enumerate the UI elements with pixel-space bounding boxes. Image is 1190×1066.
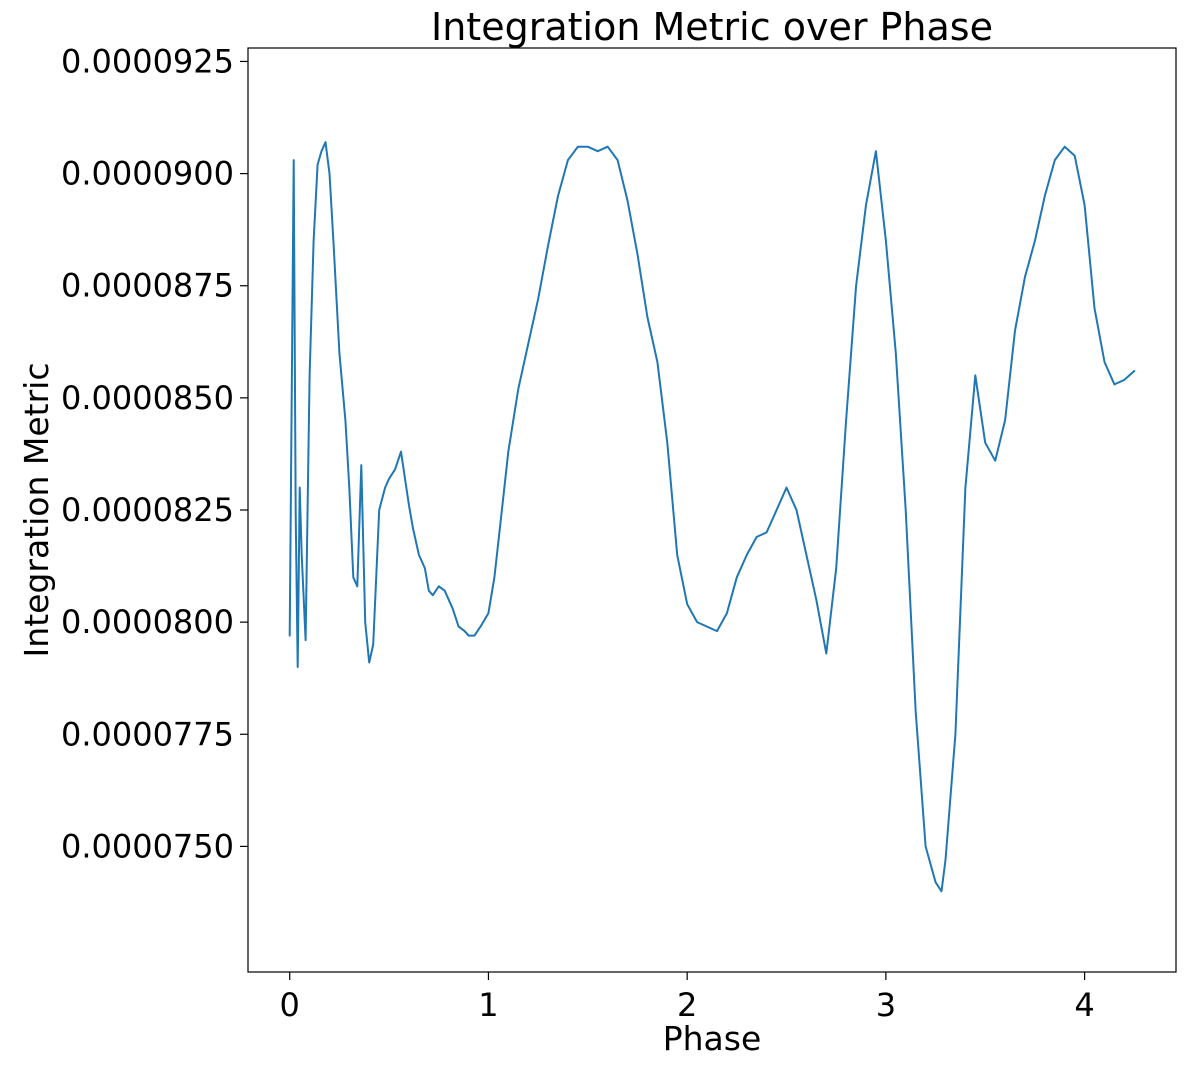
x-tick-label: 3	[876, 986, 896, 1024]
x-tick-label: 2	[677, 986, 697, 1024]
y-tick-label: 0.0000900	[61, 155, 234, 193]
x-tick-label: 4	[1074, 986, 1094, 1024]
x-tick-label: 0	[280, 986, 300, 1024]
y-tick-label: 0.0000775	[61, 715, 234, 753]
y-tick-label: 0.0000875	[61, 267, 234, 305]
series-layer	[288, 141, 1136, 893]
chart-title: Integration Metric over Phase	[431, 5, 993, 49]
series-line-0	[288, 141, 1136, 893]
y-tick-label: 0.0000750	[61, 827, 234, 865]
y-tick-label: 0.0000850	[61, 379, 234, 417]
x-axis: 0 1 2 3 4	[280, 972, 1095, 1024]
y-tick-label: 0.0000800	[61, 603, 234, 641]
plot-area	[248, 48, 1176, 972]
x-tick-label: 1	[478, 986, 498, 1024]
y-tick-label: 0.0000825	[61, 491, 234, 529]
y-tick-label: 0.0000925	[61, 42, 234, 80]
y-axis: 0.0000750 0.0000775 0.0000800 0.0000825 0.00…	[61, 42, 248, 865]
x-axis-label: Phase	[663, 1019, 762, 1058]
y-axis-label: Integration Metric	[17, 363, 56, 658]
